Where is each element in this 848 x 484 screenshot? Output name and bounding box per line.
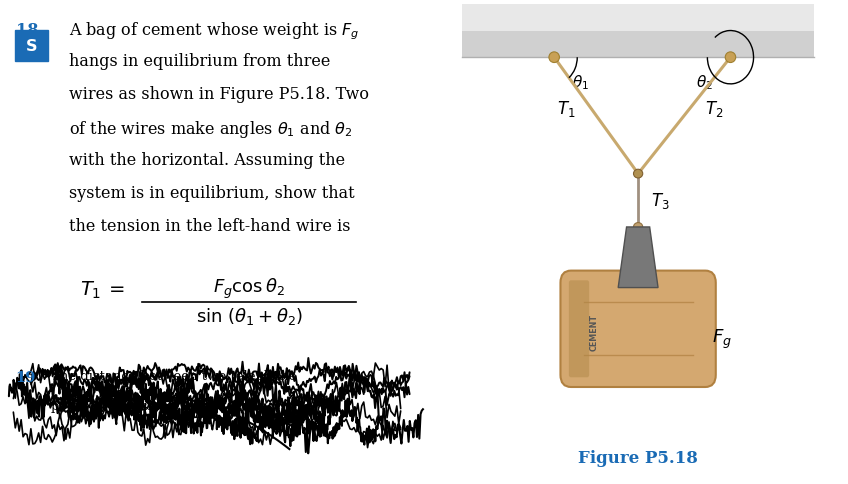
Ellipse shape xyxy=(725,53,736,63)
Text: The distance between two telephone: The distance between two telephone xyxy=(51,369,297,382)
Ellipse shape xyxy=(549,53,560,63)
Text: S: S xyxy=(25,39,37,53)
Text: $\theta_2$: $\theta_2$ xyxy=(696,74,713,92)
Text: CEMENT: CEMENT xyxy=(589,313,599,350)
Text: with the horizontal. Assuming the: with the horizontal. Assuming the xyxy=(69,152,345,169)
Text: system is in equilibrium, show that: system is in equilibrium, show that xyxy=(69,185,354,202)
Text: $F_g \cos \theta_2$: $F_g \cos \theta_2$ xyxy=(214,276,285,300)
FancyBboxPatch shape xyxy=(462,5,814,58)
Text: A bag of cement whose weight is $F_g$: A bag of cement whose weight is $F_g$ xyxy=(69,20,360,42)
Text: 18.: 18. xyxy=(15,22,43,39)
Text: $\sin\,(\theta_1 + \theta_2)$: $\sin\,(\theta_1 + \theta_2)$ xyxy=(196,305,303,326)
Text: poles is  50.0 m.   When: poles is 50.0 m. When xyxy=(51,399,211,412)
Ellipse shape xyxy=(633,170,643,179)
Text: $\theta_1$: $\theta_1$ xyxy=(572,74,589,92)
Text: $T_1\, =$: $T_1\, =$ xyxy=(81,279,125,300)
Text: hangs in equilibrium from three: hangs in equilibrium from three xyxy=(69,53,331,70)
Text: wires as shown in Figure P5.18. Two: wires as shown in Figure P5.18. Two xyxy=(69,86,369,103)
FancyBboxPatch shape xyxy=(569,281,589,378)
FancyBboxPatch shape xyxy=(14,30,47,61)
Text: the tension in the left-hand wire is: the tension in the left-hand wire is xyxy=(69,218,350,235)
Text: 19: 19 xyxy=(15,370,36,384)
Polygon shape xyxy=(618,227,658,288)
Text: $F_g$: $F_g$ xyxy=(711,327,732,350)
Text: $T_1$: $T_1$ xyxy=(556,99,575,119)
FancyBboxPatch shape xyxy=(462,5,814,31)
Text: $T_2$: $T_2$ xyxy=(706,99,723,119)
Ellipse shape xyxy=(633,223,643,232)
Text: Figure P5.18: Figure P5.18 xyxy=(578,449,698,466)
FancyBboxPatch shape xyxy=(561,271,716,387)
Text: of the wires make angles $\theta_1$ and $\theta_2$: of the wires make angles $\theta_1$ and … xyxy=(69,119,353,140)
Text: $T_3$: $T_3$ xyxy=(650,191,669,211)
